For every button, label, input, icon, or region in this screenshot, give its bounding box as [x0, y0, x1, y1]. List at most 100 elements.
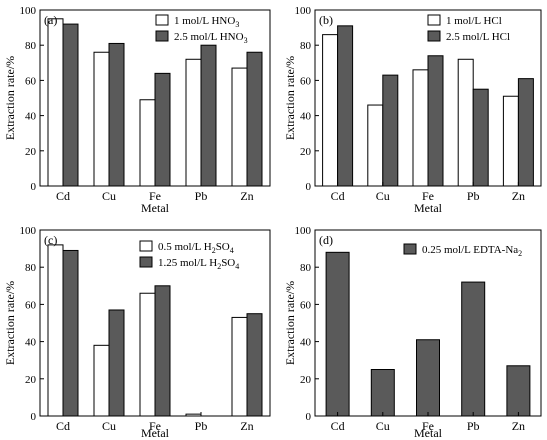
- bar-cu-series-0: [93, 51, 110, 187]
- bar-pb-series-1: [200, 44, 217, 187]
- legend-swatch: [155, 14, 169, 26]
- y-tick-label: 40: [25, 337, 37, 349]
- bar-cu-series-0: [93, 344, 110, 417]
- y-tick-label: 80: [300, 262, 312, 274]
- y-tick-label: 20: [300, 146, 312, 158]
- y-tick-label: 60: [25, 75, 37, 87]
- bar-zn-series-0: [231, 67, 248, 187]
- bar-fe-series-1: [154, 285, 171, 417]
- y-axis-label: Extraction rate/%: [3, 56, 17, 140]
- legend-swatch: [427, 30, 441, 42]
- x-tick-label: Cd: [331, 419, 345, 433]
- legend-entry: 1 mol/L HCl: [446, 15, 502, 27]
- y-tick-label: 100: [295, 225, 312, 237]
- y-tick-label: 80: [25, 40, 37, 52]
- bar-cd-series-1: [337, 25, 354, 187]
- bar-cu-series-1: [108, 42, 125, 187]
- y-tick-label: 40: [25, 111, 37, 123]
- x-tick-label: Cd: [331, 189, 345, 203]
- bar-zn-series-1: [517, 78, 534, 187]
- legend-entry: 2.5 mol/L HNO3: [174, 31, 248, 45]
- x-tick-label: Fe: [149, 419, 161, 433]
- y-tick-label: 0: [31, 411, 37, 423]
- legend-swatch: [155, 30, 169, 42]
- bar-cd-series-0: [325, 251, 350, 417]
- x-tick-label: Fe: [422, 189, 434, 203]
- chart-panel-1: 0 20 40 60 80 100 Cd Cu Fe Pb Zn Metal Extraction ra…: [283, 5, 542, 215]
- panel-label: (a): [44, 13, 57, 27]
- y-tick-label: 40: [300, 111, 312, 123]
- legend-swatch: [427, 14, 441, 26]
- y-tick-label: 0: [306, 181, 312, 193]
- x-tick-label: Zn: [512, 419, 525, 433]
- bar-fe-series-0: [412, 69, 429, 187]
- legend-entry: 0.25 mol/L EDTA-Na2: [422, 244, 522, 258]
- bar-fe-series-1: [154, 72, 171, 187]
- x-tick-label: Fe: [149, 189, 161, 203]
- bar-pb-series-0: [457, 58, 474, 187]
- y-tick-label: 80: [25, 262, 37, 274]
- legend-swatch: [403, 243, 417, 255]
- x-tick-label: Cu: [376, 419, 390, 433]
- chart-panel-0: 0 20 40 60 80 100 Cd Cu Fe Pb Zn Metal Extraction ra…: [3, 5, 271, 215]
- y-tick-label: 60: [25, 299, 37, 311]
- y-tick-label: 0: [31, 181, 37, 193]
- bar-pb-series-0: [185, 58, 202, 187]
- bar-fe-series-0: [416, 339, 440, 417]
- bar-cd-series-0: [47, 244, 64, 417]
- x-tick-label: Cu: [102, 419, 116, 433]
- panel-label: (b): [319, 13, 333, 27]
- chart-panel-2: 0 20 40 60 80 100 Cd Cu Fe Pb Zn Metal Extraction ra…: [3, 225, 271, 440]
- bar-fe-series-0: [139, 99, 156, 187]
- y-tick-label: 0: [306, 411, 312, 423]
- y-axis-label: Extraction rate/%: [3, 281, 17, 365]
- legend-entry: 0.5 mol/L H2SO4: [158, 241, 234, 255]
- bar-cd-series-1: [62, 23, 79, 187]
- x-tick-label: Pb: [195, 419, 208, 433]
- bar-cd-series-0: [47, 18, 64, 187]
- x-tick-label: Pb: [467, 189, 480, 203]
- x-tick-label: Cd: [56, 419, 70, 433]
- x-axis-label: Metal: [414, 426, 443, 440]
- x-tick-label: Zn: [240, 419, 253, 433]
- panel-label: (c): [44, 233, 57, 247]
- y-axis-label: Extraction rate/%: [283, 56, 297, 140]
- bar-cd-series-1: [62, 249, 79, 417]
- y-tick-label: 40: [300, 337, 312, 349]
- x-tick-label: Pb: [195, 189, 208, 203]
- bar-cu-series-0: [370, 369, 395, 417]
- bar-cu-series-0: [367, 104, 384, 187]
- x-axis-label: Metal: [141, 426, 170, 440]
- bar-pb-series-1: [472, 88, 489, 187]
- y-tick-label: 60: [300, 75, 312, 87]
- panel-label: (d): [319, 233, 333, 247]
- bar-pb-series-0: [461, 281, 486, 417]
- bar-zn-series-0: [231, 316, 248, 417]
- y-tick-label: 20: [300, 374, 312, 386]
- x-tick-label: Cu: [102, 189, 116, 203]
- y-tick-label: 100: [295, 5, 312, 17]
- bar-cu-series-1: [108, 309, 125, 417]
- bar-cd-series-0: [322, 34, 339, 187]
- bar-zn-series-1: [246, 313, 263, 417]
- x-tick-label: Cd: [56, 189, 70, 203]
- y-tick-label: 100: [20, 225, 37, 237]
- legend-swatch: [139, 256, 153, 268]
- x-tick-label: Zn: [512, 189, 525, 203]
- bar-fe-series-0: [139, 292, 156, 417]
- chart-panel-3: 0 20 40 60 80 100 Cd Cu Fe Pb Zn Metal Extraction ra…: [283, 225, 542, 440]
- x-tick-label: Zn: [240, 189, 253, 203]
- legend-entry: 2.5 mol/L HCl: [446, 31, 510, 43]
- bar-fe-series-1: [427, 55, 444, 187]
- x-axis-label: Metal: [414, 201, 443, 215]
- y-tick-label: 20: [25, 374, 37, 386]
- bar-zn-series-1: [246, 51, 263, 187]
- y-axis-label: Extraction rate/%: [283, 281, 297, 365]
- y-tick-label: 60: [300, 299, 312, 311]
- x-tick-label: Cu: [376, 189, 390, 203]
- legend-entry: 1.25 mol/L H2SO4: [158, 257, 239, 271]
- x-tick-label: Fe: [422, 419, 434, 433]
- x-axis-label: Metal: [141, 201, 170, 215]
- legend-swatch: [139, 240, 153, 252]
